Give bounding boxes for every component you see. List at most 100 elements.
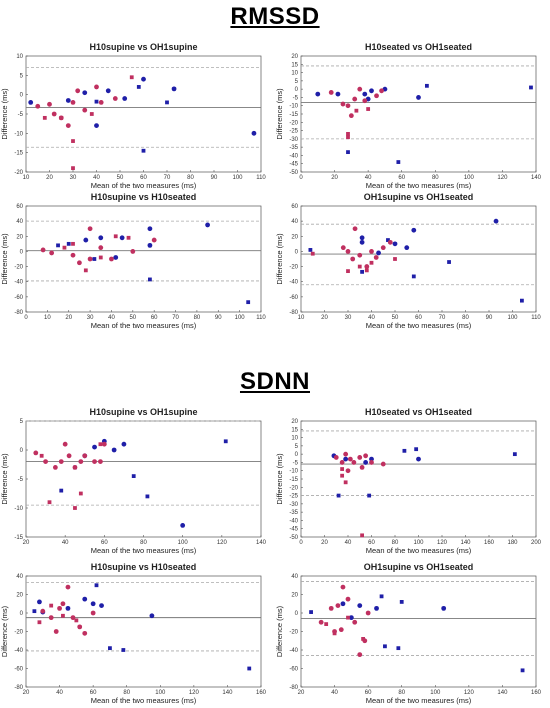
blue-circle-point bbox=[92, 444, 97, 450]
blue-square-point bbox=[424, 83, 429, 88]
red-circle-point bbox=[369, 460, 374, 465]
blue-square-point bbox=[247, 666, 252, 671]
red-circle-point bbox=[65, 123, 71, 128]
x-tick-label: 100 bbox=[413, 540, 424, 546]
x-tick-label: 30 bbox=[345, 315, 352, 321]
y-tick-label: -20 bbox=[14, 170, 23, 176]
red-circle-point bbox=[352, 226, 358, 232]
x-tick-label: 50 bbox=[392, 315, 399, 321]
y-tick-label: 20 bbox=[291, 54, 298, 60]
blue-circle-point bbox=[335, 91, 341, 97]
y-tick-label: -40 bbox=[289, 280, 298, 286]
x-tick-label: 40 bbox=[93, 175, 100, 181]
y-tick-label: 0 bbox=[20, 448, 24, 454]
x-tick-label: 160 bbox=[531, 690, 542, 696]
x-tick-label: 20 bbox=[331, 175, 338, 181]
blue-circle-point bbox=[99, 603, 104, 608]
blue-square-point bbox=[94, 583, 99, 588]
x-tick-label: 20 bbox=[298, 690, 305, 696]
blue-circle-point bbox=[119, 235, 125, 241]
red-square-point bbox=[366, 107, 371, 111]
red-square-point bbox=[89, 112, 94, 116]
red-square-point bbox=[369, 260, 374, 265]
y-tick-label: 15 bbox=[291, 427, 298, 433]
red-circle-point bbox=[151, 237, 157, 243]
plot-frame bbox=[25, 575, 262, 688]
x-tick-label: 70 bbox=[172, 315, 179, 321]
x-tick-label: 80 bbox=[432, 175, 439, 181]
red-square-point bbox=[47, 500, 52, 505]
x-axis-label: Mean of the two measures (ms) bbox=[91, 546, 197, 555]
blue-square-point bbox=[402, 448, 407, 453]
red-circle-point bbox=[62, 441, 68, 447]
rmssd-h10supine-vs-h10seated-plot: H10supine vs H10seated 0 10 20 30 40 50 60 70 80 9… bbox=[0, 192, 266, 330]
y-tick-label: -20 bbox=[289, 120, 298, 126]
red-circle-point bbox=[357, 86, 363, 92]
red-square-point bbox=[98, 442, 103, 447]
red-circle-point bbox=[101, 441, 107, 447]
blue-circle-point bbox=[416, 95, 421, 100]
blue-circle-point bbox=[171, 86, 177, 92]
blue-circle-point bbox=[147, 226, 153, 232]
x-tick-label: 40 bbox=[331, 690, 338, 696]
y-tick-label: 0 bbox=[20, 93, 24, 99]
red-square-point bbox=[61, 613, 65, 618]
blue-circle-point bbox=[369, 88, 374, 94]
y-tick-label: -15 bbox=[14, 151, 23, 157]
red-circle-point bbox=[47, 101, 52, 107]
red-circle-point bbox=[345, 596, 351, 602]
x-tick-label: 20 bbox=[23, 540, 30, 546]
red-circle-point bbox=[328, 90, 334, 95]
x-tick-label: 90 bbox=[215, 315, 222, 321]
x-tick-label: 70 bbox=[164, 175, 171, 181]
y-tick-label: 15 bbox=[291, 62, 298, 68]
red-square-point bbox=[346, 269, 350, 274]
red-circle-point bbox=[362, 98, 368, 104]
red-circle-point bbox=[70, 615, 76, 621]
y-tick-label: -25 bbox=[289, 129, 298, 135]
x-tick-label: 20 bbox=[46, 175, 53, 181]
red-circle-point bbox=[40, 247, 46, 253]
plot-frame bbox=[300, 55, 537, 173]
sdnn-section-title: SDNN bbox=[239, 368, 310, 395]
y-tick-label: -40 bbox=[289, 518, 298, 524]
x-tick-label: 60 bbox=[140, 175, 147, 181]
red-square-point bbox=[324, 622, 329, 626]
x-tick-label: 40 bbox=[62, 540, 69, 546]
x-axis-label: Mean of the two measures (ms) bbox=[366, 181, 472, 190]
blue-circle-point bbox=[251, 130, 257, 136]
red-circle-point bbox=[364, 264, 370, 269]
red-circle-point bbox=[328, 605, 334, 611]
x-tick-label: 40 bbox=[365, 175, 372, 181]
y-tick-label: -20 bbox=[289, 485, 298, 491]
blue-circle-point bbox=[441, 605, 447, 611]
red-square-point bbox=[42, 115, 47, 120]
x-tick-label: 0 bbox=[299, 540, 303, 546]
red-circle-point bbox=[33, 450, 39, 456]
red-square-point bbox=[78, 491, 83, 496]
red-circle-point bbox=[380, 461, 386, 467]
red-square-point bbox=[83, 268, 88, 273]
y-tick-label: 5 bbox=[295, 79, 299, 85]
blue-circle-point bbox=[359, 235, 365, 241]
y-tick-label: 10 bbox=[291, 71, 298, 77]
blue-square-point bbox=[529, 85, 533, 90]
blue-circle-point bbox=[82, 90, 88, 96]
red-square-point bbox=[71, 166, 75, 171]
red-circle-point bbox=[98, 245, 104, 251]
x-axis-label: Mean of the two measures (ms) bbox=[91, 321, 197, 330]
red-circle-point bbox=[335, 603, 341, 608]
y-tick-label: -15 bbox=[289, 112, 298, 118]
x-tick-label: 120 bbox=[437, 540, 448, 546]
red-square-point bbox=[74, 618, 79, 623]
blue-circle-point bbox=[37, 599, 42, 605]
blue-square-point bbox=[411, 274, 416, 279]
blue-circle-point bbox=[180, 523, 186, 528]
red-circle-point bbox=[98, 100, 104, 105]
blue-circle-point bbox=[392, 241, 398, 247]
x-axis-label: Mean of the two measures (ms) bbox=[366, 696, 472, 705]
x-tick-label: 10 bbox=[298, 315, 305, 321]
x-tick-label: 60 bbox=[415, 315, 422, 321]
sdnn-h10supine-vs-h10seated-plot: H10supine vs H10seated 20 40 60 80 100 120 140 1… bbox=[0, 562, 267, 705]
